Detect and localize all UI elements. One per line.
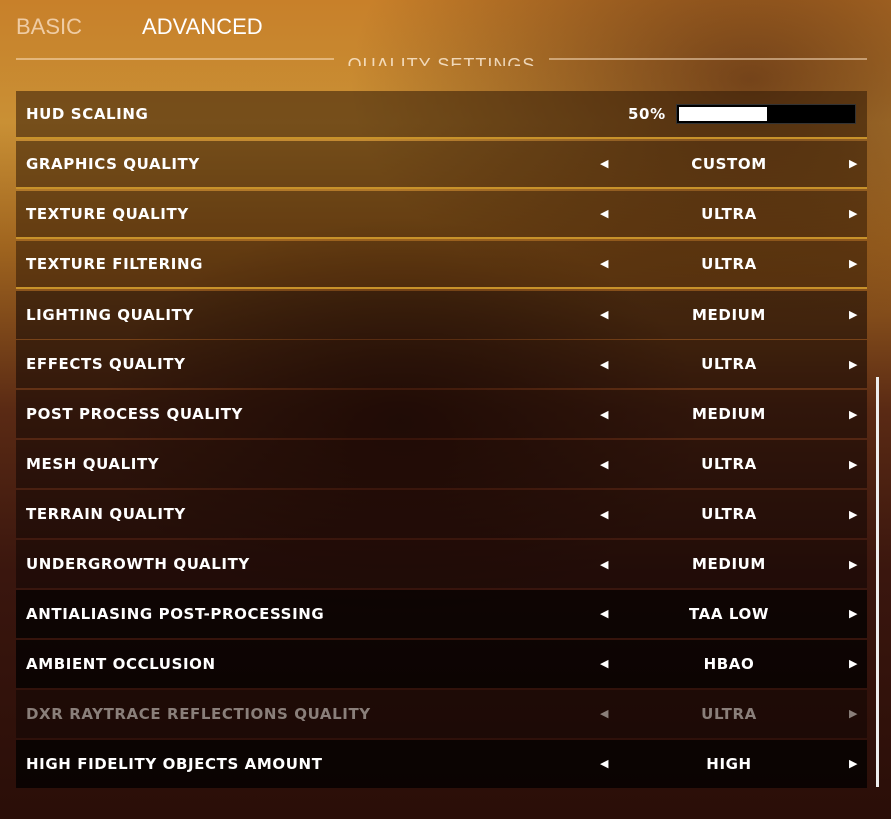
setting-row[interactable]: AMBIENT OCCLUSION ◀ HBAO ▶ (16, 639, 867, 688)
arrow-right-icon[interactable]: ▶ (848, 457, 858, 471)
hud-scaling-slider[interactable] (675, 104, 856, 124)
setting-label: DXR RAYTRACE REFLECTIONS QUALITY (26, 704, 371, 723)
option-selector[interactable]: ◀ ULTRA ▶ (600, 255, 858, 273)
setting-value: TAA LOW (688, 604, 770, 623)
arrow-left-icon[interactable]: ◀ (600, 257, 610, 271)
arrow-left-icon[interactable]: ◀ (600, 607, 610, 621)
arrow-left-icon[interactable]: ◀ (600, 457, 610, 471)
option-selector[interactable]: ◀ HIGH ▶ (600, 755, 858, 773)
section-header: QUALITY SETTINGS (16, 52, 868, 66)
setting-value: ULTRA (701, 704, 757, 723)
arrow-right-icon[interactable]: ▶ (848, 607, 858, 621)
arrow-left-icon[interactable]: ◀ (600, 207, 610, 221)
setting-row[interactable]: GRAPHICS QUALITY ◀ CUSTOM ▶ (16, 140, 867, 189)
option-selector[interactable]: ◀ MEDIUM ▶ (600, 306, 858, 324)
slider-fill (678, 107, 767, 121)
setting-label: EFFECTS QUALITY (26, 355, 186, 374)
arrow-left-icon[interactable]: ◀ (600, 707, 610, 721)
setting-row[interactable]: TEXTURE QUALITY ◀ ULTRA ▶ (16, 190, 867, 239)
setting-label: AMBIENT OCCLUSION (26, 654, 216, 673)
setting-value: CUSTOM (691, 154, 767, 173)
arrow-left-icon[interactable]: ◀ (600, 407, 610, 421)
setting-row-hud-scaling[interactable]: HUD SCALING 50% (16, 91, 867, 139)
arrow-left-icon[interactable]: ◀ (600, 507, 610, 521)
settings-list: HUD SCALING 50% GRAPHICS QUALITY ◀ CUSTO… (16, 91, 867, 789)
setting-value: MEDIUM (692, 305, 766, 324)
setting-label: GRAPHICS QUALITY (26, 154, 200, 173)
arrow-left-icon[interactable]: ◀ (600, 308, 610, 322)
setting-value: MEDIUM (692, 555, 766, 574)
arrow-left-icon[interactable]: ◀ (600, 657, 610, 671)
arrow-right-icon[interactable]: ▶ (848, 257, 858, 271)
setting-label: TEXTURE FILTERING (26, 254, 204, 273)
arrow-right-icon[interactable]: ▶ (848, 557, 858, 571)
setting-label: HIGH FIDELITY OBJECTS AMOUNT (26, 754, 323, 773)
arrow-right-icon[interactable]: ▶ (848, 157, 858, 171)
setting-label: TERRAIN QUALITY (26, 505, 186, 524)
arrow-right-icon[interactable]: ▶ (848, 357, 858, 371)
section-title: QUALITY SETTINGS (347, 55, 536, 66)
setting-label: POST PROCESS QUALITY (26, 405, 244, 424)
divider (16, 58, 334, 60)
setting-label: LIGHTING QUALITY (26, 305, 194, 324)
option-selector[interactable]: ◀ TAA LOW ▶ (600, 605, 858, 623)
arrow-left-icon[interactable]: ◀ (600, 357, 610, 371)
setting-row[interactable]: UNDERGROWTH QUALITY ◀ MEDIUM ▶ (16, 540, 867, 589)
option-selector[interactable]: ◀ ULTRA ▶ (600, 455, 858, 473)
option-selector[interactable]: ◀ ULTRA ▶ (600, 705, 858, 723)
setting-row[interactable]: ANTIALIASING POST-PROCESSING ◀ TAA LOW ▶ (16, 589, 867, 638)
divider (549, 58, 868, 60)
arrow-right-icon[interactable]: ▶ (848, 308, 858, 322)
option-selector[interactable]: ◀ CUSTOM ▶ (600, 155, 858, 173)
arrow-left-icon[interactable]: ◀ (600, 757, 610, 771)
setting-row[interactable]: LIGHTING QUALITY ◀ MEDIUM ▶ (16, 290, 867, 339)
arrow-right-icon[interactable]: ▶ (848, 507, 858, 521)
setting-value: ULTRA (701, 204, 757, 223)
setting-value: HBAO (703, 654, 755, 673)
setting-label: ANTIALIASING POST-PROCESSING (26, 604, 325, 623)
arrow-right-icon[interactable]: ▶ (848, 207, 858, 221)
hud-value: 50% (628, 105, 666, 123)
option-selector[interactable]: ◀ ULTRA ▶ (600, 355, 858, 373)
setting-label: TEXTURE QUALITY (26, 204, 189, 223)
tab-bar: BASIC ADVANCED (16, 14, 263, 40)
arrow-right-icon[interactable]: ▶ (848, 407, 858, 421)
setting-value: ULTRA (701, 254, 757, 273)
tab-advanced[interactable]: ADVANCED (142, 14, 263, 39)
arrow-left-icon[interactable]: ◀ (600, 557, 610, 571)
setting-row[interactable]: DXR RAYTRACE REFLECTIONS QUALITY ◀ ULTRA… (16, 689, 867, 738)
arrow-right-icon[interactable]: ▶ (848, 757, 858, 771)
setting-value: ULTRA (701, 355, 757, 374)
tab-basic[interactable]: BASIC (16, 14, 83, 39)
setting-row[interactable]: TERRAIN QUALITY ◀ ULTRA ▶ (16, 490, 867, 539)
arrow-left-icon[interactable]: ◀ (600, 157, 610, 171)
option-selector[interactable]: ◀ ULTRA ▶ (600, 505, 858, 523)
setting-value: ULTRA (701, 455, 757, 474)
setting-value: MEDIUM (692, 405, 766, 424)
option-selector[interactable]: ◀ MEDIUM ▶ (600, 555, 858, 573)
option-selector[interactable]: ◀ HBAO ▶ (600, 655, 858, 673)
arrow-right-icon[interactable]: ▶ (848, 657, 858, 671)
option-selector[interactable]: ◀ MEDIUM ▶ (600, 405, 858, 423)
setting-label: UNDERGROWTH QUALITY (26, 555, 250, 574)
setting-row[interactable]: MESH QUALITY ◀ ULTRA ▶ (16, 440, 867, 489)
setting-value: ULTRA (701, 505, 757, 524)
setting-label: HUD SCALING (26, 105, 149, 123)
scrollbar[interactable] (876, 377, 879, 787)
option-selector[interactable]: ◀ ULTRA ▶ (600, 205, 858, 223)
setting-value: HIGH (706, 754, 752, 773)
setting-row[interactable]: EFFECTS QUALITY ◀ ULTRA ▶ (16, 340, 867, 389)
arrow-right-icon[interactable]: ▶ (848, 707, 858, 721)
setting-row[interactable]: HIGH FIDELITY OBJECTS AMOUNT ◀ HIGH ▶ (16, 739, 867, 788)
setting-row[interactable]: POST PROCESS QUALITY ◀ MEDIUM ▶ (16, 390, 867, 439)
setting-row[interactable]: TEXTURE FILTERING ◀ ULTRA ▶ (16, 240, 867, 289)
setting-label: MESH QUALITY (26, 455, 160, 474)
